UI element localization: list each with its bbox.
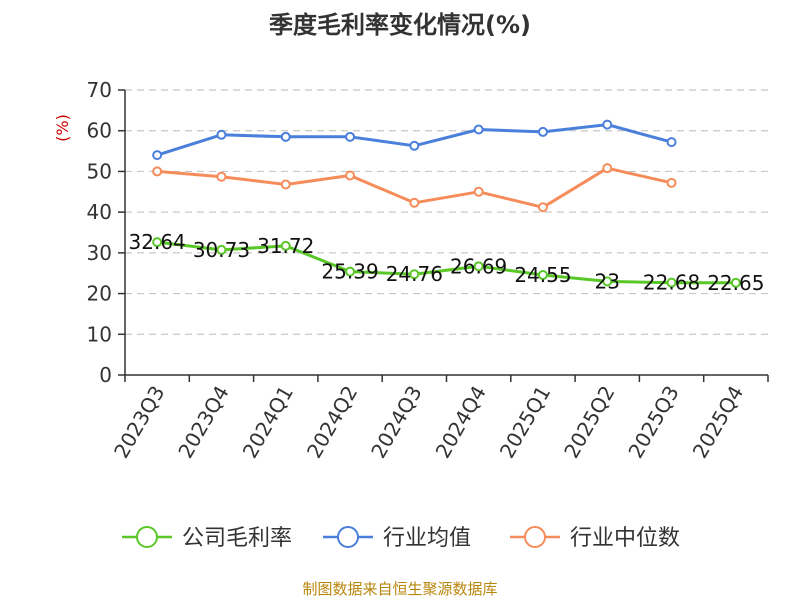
y-tick-label: 30 [87, 241, 112, 265]
data-label: 22.68 [643, 271, 700, 295]
series-point [666, 177, 677, 188]
legend-label: 公司毛利率 [182, 526, 292, 551]
series-point [216, 171, 227, 182]
y-tick-label: 50 [87, 159, 112, 183]
data-label: 25.39 [321, 260, 378, 284]
series-point [216, 244, 227, 255]
legend-swatch-marker [337, 526, 359, 548]
series-point [152, 237, 163, 248]
series-point [345, 131, 356, 142]
series-point [473, 261, 484, 272]
series-point [280, 179, 291, 190]
data-label: 26.69 [450, 254, 507, 278]
series-point [280, 240, 291, 251]
legend-label: 行业中位数 [570, 526, 680, 551]
data-label: 24.76 [386, 262, 443, 286]
data-label: 31.72 [257, 234, 314, 258]
x-tick-label: 2024Q2 [302, 382, 362, 463]
legend: 公司毛利率 行业均值 行业中位数 [122, 526, 680, 551]
series-point [280, 131, 291, 142]
series-layer [152, 119, 741, 288]
data-label: 30.73 [193, 238, 250, 262]
series-point [216, 129, 227, 140]
legend-item: 公司毛利率 [122, 526, 292, 551]
x-tick-label: 2024Q3 [366, 382, 426, 463]
y-tick-label: 0 [99, 363, 112, 387]
legend-swatch-marker [524, 526, 546, 548]
series-point [537, 202, 548, 213]
y-tick-label: 20 [87, 282, 112, 306]
y-tick-label: 40 [87, 200, 112, 224]
data-label: 24.55 [514, 263, 571, 287]
x-tick-label: 2024Q4 [431, 382, 491, 463]
series-point [730, 277, 741, 288]
x-tick-label: 2025Q2 [559, 382, 619, 463]
x-tick-label: 2023Q3 [109, 382, 169, 463]
series-point [345, 170, 356, 181]
grid-layer [125, 89, 768, 335]
series-point [152, 150, 163, 161]
series-point [666, 277, 677, 288]
y-tick-label: 10 [87, 322, 112, 346]
data-label: 22.65 [707, 271, 764, 295]
y-axis-unit-label: (%) [53, 114, 72, 142]
chart-title: 季度毛利率变化情况(%) [269, 11, 531, 39]
series-point [473, 124, 484, 135]
x-tick-label: 2025Q4 [688, 382, 748, 463]
legend-item: 行业中位数 [510, 526, 680, 551]
series-point [409, 140, 420, 151]
legend-label: 行业均值 [383, 526, 471, 551]
series-point [409, 269, 420, 280]
y-tick-label: 60 [87, 119, 112, 143]
x-tick-label: 2025Q1 [495, 382, 555, 463]
series-point [602, 163, 613, 174]
x-tick-label: 2025Q3 [623, 382, 683, 463]
data-label: 32.64 [129, 230, 186, 254]
legend-swatch-marker [136, 526, 158, 548]
series-point [345, 266, 356, 277]
series-point [537, 126, 548, 137]
series-point [602, 119, 613, 130]
series-point [152, 166, 163, 177]
x-tick-label: 2024Q1 [238, 382, 298, 463]
x-tick-label: 2023Q4 [173, 382, 233, 463]
data-label: 23 [595, 269, 620, 293]
series-point [537, 270, 548, 281]
y-tick-label: 70 [87, 78, 112, 102]
series-point [602, 276, 613, 287]
series-point [409, 197, 420, 208]
series-point [666, 137, 677, 148]
legend-item: 行业均值 [323, 526, 471, 551]
data-label-layer: 32.64 30.73 31.72 25.39 24.76 26.69 24.55 23 22.… [129, 230, 765, 295]
source-note: 制图数据来自恒生聚源数据库 [302, 580, 497, 598]
series-point [473, 186, 484, 197]
series-line-0 [155, 240, 738, 285]
